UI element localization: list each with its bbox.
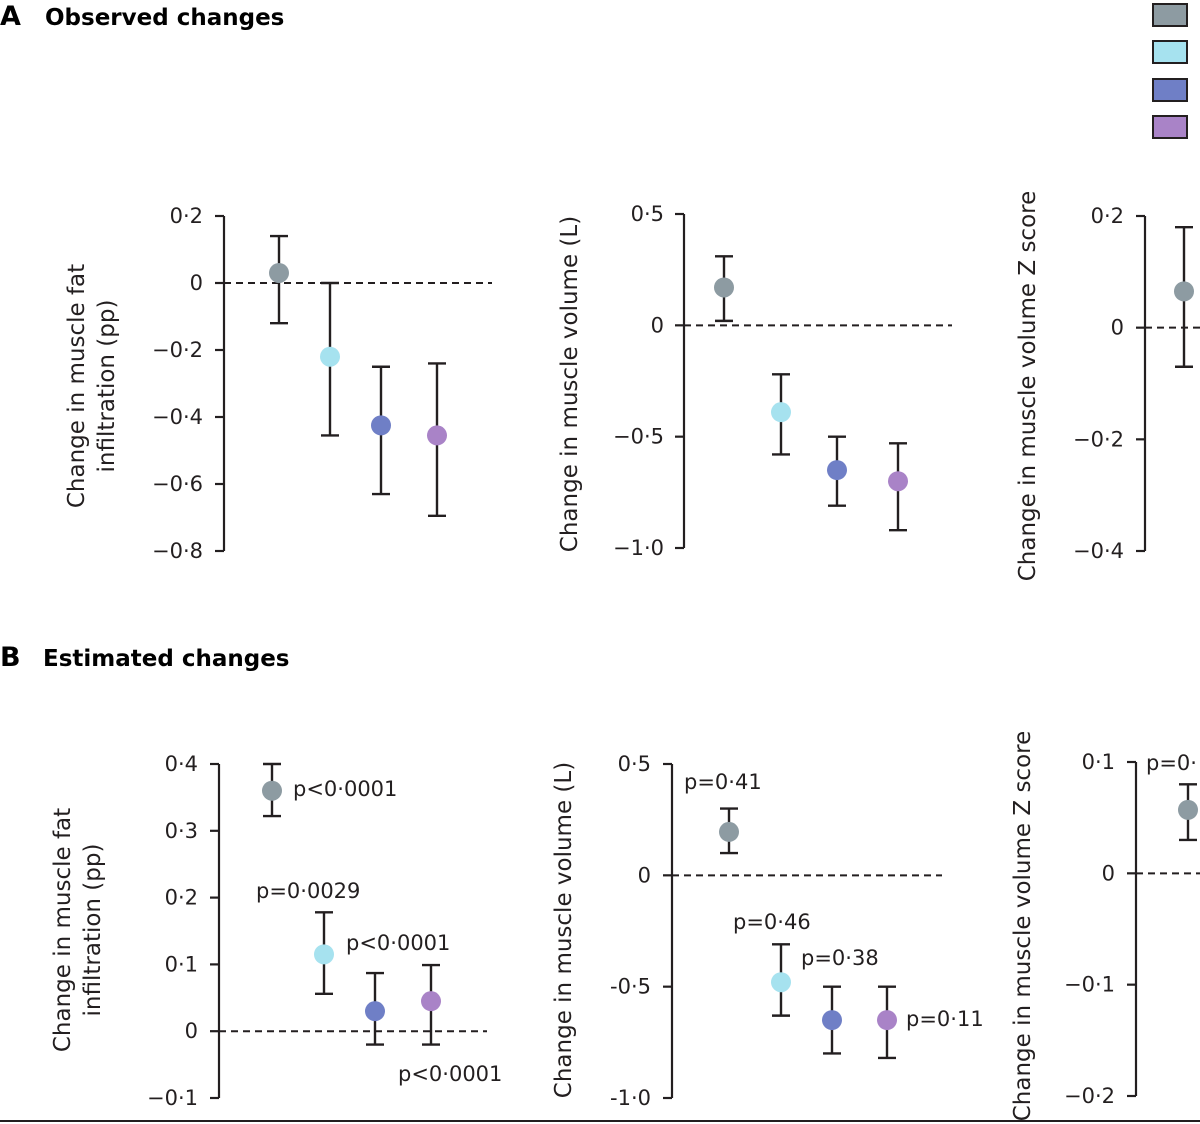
legend-swatch-3 [1152,78,1188,102]
panel-a-letter: A [0,1,21,32]
y-tick-label: -1·0 [610,1086,651,1110]
data-point [827,460,847,481]
data-point [262,780,282,801]
p-value-label: p=0·11 [906,1007,984,1031]
y-tick-label: −0·1 [147,1086,198,1110]
y-tick-label: 0·2 [1091,204,1124,228]
data-point [771,402,791,423]
data-point [314,944,334,965]
y-tick-label: −0·2 [1073,427,1124,451]
chart-b-muscle-volume: 0·5 0 -0·5 -1·0 Change in muscle volume (L) p… [551,752,984,1110]
panel-b-title: Estimated changes [43,646,290,672]
y-tick-label: −0·2 [152,338,203,362]
panel-a-title: Observed changes [45,5,284,31]
y-tick-label: 0 [651,313,664,337]
p-value-label: p<0·0001 [293,777,397,801]
y-tick-label: 0·5 [618,752,651,776]
y-tick-label: −0·2 [1064,1084,1115,1108]
data-point [320,346,340,367]
y-tick-label: −0·4 [1073,539,1124,563]
y-axis-title: Change in muscle volume Z score [1015,191,1041,582]
y-tick-label: 0·2 [165,886,198,910]
data-point [365,1001,385,1022]
p-value-label: p=0·0029 [256,879,360,903]
chart-b-fat-infiltration: 0·4 0·3 0·2 0·1 0 −0·1 Change in muscle fat inf… [50,752,502,1110]
y-axis-title: Change in muscle volume (L) [551,762,577,1098]
data-point [427,425,447,446]
p-value-label: p=0·41 [684,770,762,794]
p-value-label: p=0·38 [801,946,879,970]
data-point [269,262,289,283]
data-point [421,991,441,1012]
y-tick-label: 0·5 [631,202,664,226]
legend-swatch-4 [1152,115,1188,139]
y-tick-label: −0·5 [613,425,664,449]
y-tick-label: −0·1 [1064,973,1115,997]
y-tick-label: 0 [1102,861,1115,885]
data-point [771,972,791,993]
data-point [371,415,391,436]
data-point [877,1010,897,1031]
y-axis-title: Change in muscle fat infiltration (pp) [50,808,106,1052]
data-point [719,821,739,842]
p-value-label: p=0·46 [733,910,811,934]
y-tick-label: −1·0 [613,536,664,560]
y-tick-label: 0 [185,1019,198,1043]
y-tick-label: 0·4 [165,752,198,776]
data-point [714,277,734,298]
legend-swatch-1 [1152,3,1188,27]
data-point [888,471,908,492]
y-tick-label: 0·3 [165,819,198,843]
y-axis-title: Change in muscle volume Z score [1010,731,1036,1122]
chart-a-muscle-volume: 0·5 0 −0·5 −1·0 Change in muscle volume (L) [557,202,952,560]
y-tick-label: −0·6 [152,472,203,496]
p-value-label: p<0·0001 [346,931,450,955]
p-value-label: p<0·0001 [398,1062,502,1086]
y-tick-label: -0·5 [610,975,651,999]
panel-b-header: B Estimated changes [0,642,290,673]
y-tick-label: 0·1 [165,952,198,976]
p-value-label: p=0· [1146,751,1197,775]
data-point [822,1010,842,1031]
panel-a-header: A Observed changes [0,1,284,32]
y-tick-label: 0·1 [1082,750,1115,774]
y-axis-title: Change in muscle volume (L) [557,216,583,552]
data-point [1178,799,1198,820]
chart-a-fat-infiltration: 0·2 0 −0·2 −0·4 −0·6 −0·8 Change in muscle fat… [64,204,492,563]
y-tick-label: 0 [190,271,203,295]
chart-a-volume-z-score: 0·2 0 −0·2 −0·4 Change in muscle volume Z sc… [1015,191,1200,582]
y-tick-label: 0 [638,863,651,887]
y-axis-title: Change in muscle fat infiltration (pp) [64,264,120,508]
data-point [1174,281,1194,302]
y-tick-label: −0·4 [152,405,203,429]
y-tick-label: −0·8 [152,539,203,563]
y-tick-label: 0 [1111,316,1124,340]
panel-b-letter: B [0,642,21,673]
legend-swatch-2 [1152,40,1188,64]
chart-b-volume-z-score: 0·1 0 −0·1 −0·2 Change in muscle volume Z sc… [1010,731,1200,1122]
legend [1152,3,1188,139]
y-tick-label: 0·2 [170,204,203,228]
